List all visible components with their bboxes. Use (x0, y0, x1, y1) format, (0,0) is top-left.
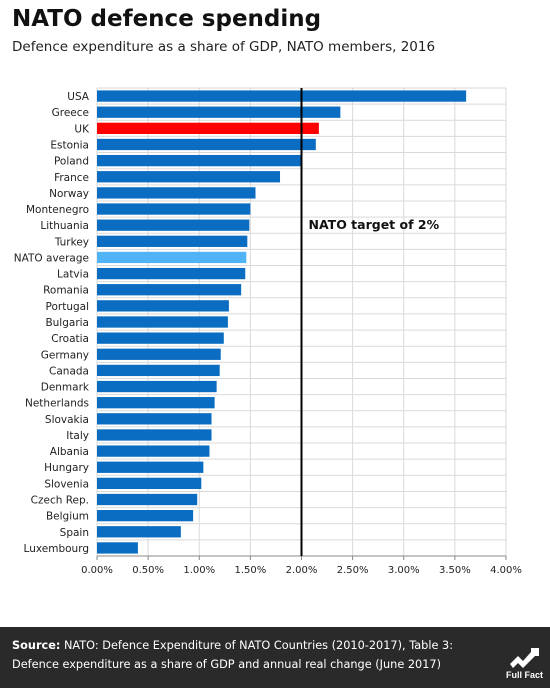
reference-line-label: NATO target of 2% (309, 217, 440, 232)
category-label: Turkey (54, 236, 89, 248)
category-label: Italy (66, 430, 89, 442)
bar-usa (97, 90, 467, 102)
bar-croatia (97, 332, 224, 344)
category-label: UK (74, 123, 90, 135)
logo-mark (510, 648, 539, 668)
bar-portugal (97, 300, 229, 312)
bar-italy (97, 429, 212, 441)
bar-denmark (97, 380, 217, 393)
category-label: Germany (41, 349, 89, 361)
bar-turkey (97, 235, 248, 247)
x-tick-label: 3.00% (388, 565, 420, 576)
bar-estonia (97, 138, 316, 151)
bar-romania (97, 284, 242, 296)
bar-slovakia (97, 413, 212, 425)
bar-poland (97, 154, 302, 167)
category-label: Greece (52, 107, 89, 119)
source-footer: Source: NATO: Defence Expenditure of NAT… (0, 627, 550, 688)
bar-belgium (97, 510, 194, 522)
x-tick-label: 3.50% (439, 565, 471, 576)
category-label: USA (67, 91, 90, 103)
x-tick-label: 2.00% (286, 565, 318, 576)
bar-czech-rep (97, 493, 198, 506)
category-label: Norway (49, 188, 89, 200)
bar-montenegro (97, 203, 251, 215)
category-label: NATO average (14, 252, 89, 264)
x-tick-label: 1.00% (183, 565, 215, 576)
category-label: Czech Rep. (31, 495, 89, 507)
category-label: Croatia (51, 333, 89, 345)
bar-france (97, 171, 281, 183)
bar-hungary (97, 461, 204, 473)
category-label: Romania (43, 285, 89, 297)
bar-albania (97, 445, 210, 457)
source-note: Source: NATO: Defence Expenditure of NAT… (12, 636, 482, 674)
bar-norway (97, 187, 256, 199)
category-label: Poland (54, 156, 89, 168)
category-label: Hungary (44, 462, 89, 474)
bar-latvia (97, 267, 246, 280)
category-label: Bulgaria (45, 317, 89, 329)
category-label: Lithuania (40, 220, 89, 232)
category-label: Spain (60, 527, 89, 539)
bar-canada (97, 364, 220, 377)
category-label: Estonia (50, 139, 89, 151)
bar-spain (97, 526, 181, 538)
bar-germany (97, 348, 221, 360)
logo-text: Full Fact (506, 670, 543, 680)
chart-title: NATO defence spending (12, 6, 322, 32)
category-label: Portugal (46, 301, 90, 313)
x-tick-label: 0.00% (81, 565, 113, 576)
category-label: Montenegro (26, 204, 89, 216)
category-label: Luxembourg (24, 543, 89, 555)
source-text: NATO: Defence Expenditure of NATO Countr… (12, 639, 453, 671)
x-tick-label: 2.50% (337, 565, 369, 576)
category-label: Latvia (57, 269, 89, 281)
chart-subtitle: Defence expenditure as a share of GDP, N… (12, 39, 436, 55)
bar-slovenia (97, 477, 202, 490)
source-label: Source: (12, 639, 61, 652)
bar-nato-average (97, 251, 247, 264)
bar-netherlands (97, 397, 215, 409)
category-label: Slovenia (44, 478, 89, 490)
bar-bulgaria (97, 316, 228, 328)
x-tick-label: 0.50% (132, 565, 164, 576)
bar-lithuania (97, 219, 250, 231)
category-label: Slovakia (45, 414, 89, 426)
bar-chart: USA Greece UK Estonia Poland France Norway Mont… (14, 87, 522, 576)
bar-greece (97, 106, 341, 118)
category-label: Netherlands (25, 398, 89, 410)
category-label: Canada (49, 365, 89, 377)
bar-luxembourg (97, 542, 138, 554)
x-tick-label: 1.50% (234, 565, 266, 576)
category-label: Albania (50, 446, 89, 458)
category-label: Belgium (46, 511, 89, 523)
bar-uk (97, 122, 319, 134)
full-fact-logo: Full Fact (506, 648, 543, 680)
category-label: Denmark (41, 382, 90, 394)
x-tick-label: 4.00% (490, 565, 522, 576)
category-label: France (54, 172, 89, 184)
